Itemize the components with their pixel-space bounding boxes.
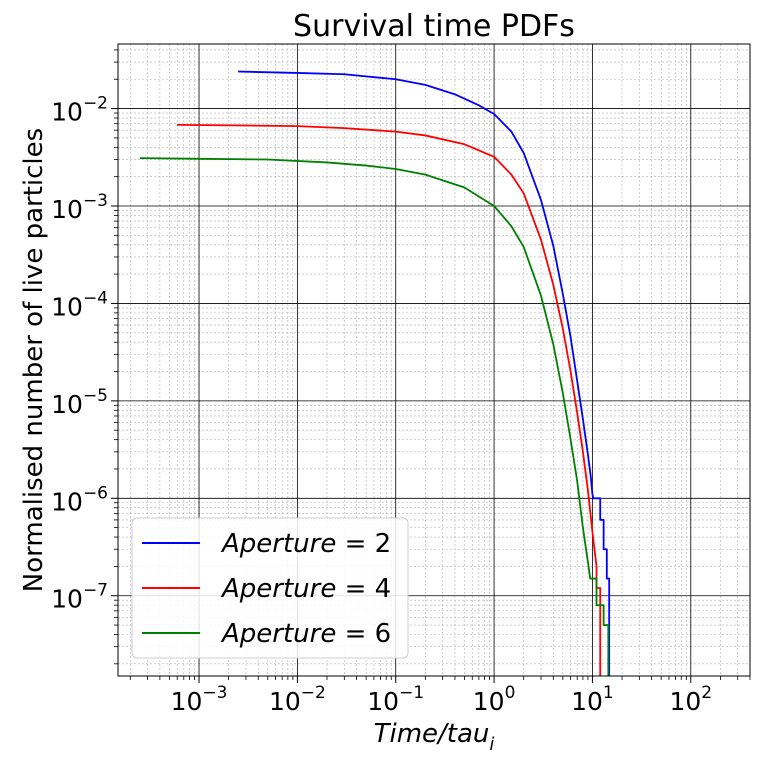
x-tick-base: 10	[171, 687, 203, 716]
y-tick-base: 10	[51, 98, 83, 127]
x-tick-label: 10−3	[171, 683, 228, 716]
x-tick-label: 100	[473, 683, 516, 716]
y-tick-exponent: −5	[83, 386, 108, 406]
y-tick-label: 10−3	[51, 191, 108, 224]
x-tick-exponent: 1	[603, 683, 614, 703]
y-axis-label: Normalised number of live particles	[19, 128, 49, 592]
x-axis-label: Time/taui	[374, 719, 495, 755]
legend-value: 4	[375, 574, 392, 604]
y-tick-base: 10	[51, 195, 83, 224]
legend-value: 6	[375, 619, 392, 649]
y-tick-exponent: −6	[83, 483, 108, 503]
legend-box	[131, 517, 409, 659]
chart-title: Survival time PDFs	[293, 9, 575, 44]
y-tick-label: 10−7	[51, 581, 108, 614]
series-line-3	[139, 157, 610, 676]
x-tick-label: 10−2	[269, 683, 326, 716]
x-axis-label-main: Time/tau	[374, 719, 490, 749]
y-tick-labels: 10−710−610−510−410−310−2	[51, 94, 108, 614]
x-tick-labels: 10−3 10−2 10−1 100 101 102	[171, 683, 713, 716]
x-tick-exponent: 0	[505, 683, 516, 703]
legend-op: =	[336, 574, 374, 604]
plot-frame	[117, 43, 751, 677]
x-tick-exponent: −3	[202, 683, 227, 703]
series-line-1	[238, 70, 611, 676]
x-tick-base: 10	[669, 687, 701, 716]
y-tick-exponent: −3	[83, 191, 108, 211]
x-tick-base: 10	[473, 687, 505, 716]
x-tick-label: 102	[669, 683, 712, 716]
legend-label-3: Aperture = 6	[220, 619, 391, 649]
series-layer	[139, 70, 611, 676]
y-tick-base: 10	[51, 390, 83, 419]
legend-label-1: Aperture = 2	[220, 529, 391, 559]
legend-var: Aperture	[220, 529, 336, 559]
legend-op: =	[336, 529, 374, 559]
y-tick-label: 10−5	[51, 386, 108, 419]
x-tick-exponent: 2	[701, 683, 712, 703]
y-tick-label: 10−4	[51, 288, 108, 321]
y-tick-base: 10	[51, 292, 83, 321]
legend-var: Aperture	[220, 574, 336, 604]
y-tick-exponent: −7	[83, 581, 108, 601]
legend-label-2: Aperture = 4	[220, 574, 391, 604]
x-tick-base: 10	[571, 687, 603, 716]
y-tick-label: 10−6	[51, 483, 108, 516]
y-tick-base: 10	[51, 487, 83, 516]
legend-var: Aperture	[220, 619, 336, 649]
x-tick-exponent: −2	[301, 683, 326, 703]
x-axis-label-subscript: i	[489, 734, 494, 755]
legend-value: 2	[375, 529, 392, 559]
legend-op: =	[336, 619, 374, 649]
y-tick-label: 10−2	[51, 94, 108, 127]
x-tick-exponent: −1	[399, 683, 424, 703]
y-tick-exponent: −2	[83, 94, 108, 114]
x-tick-label: 10−1	[367, 683, 424, 716]
y-tick-base: 10	[51, 585, 83, 614]
x-tick-label: 101	[571, 683, 614, 716]
x-tick-base: 10	[269, 687, 301, 716]
x-tick-base: 10	[367, 687, 399, 716]
axis-ticks	[111, 49, 751, 683]
series-line-2	[177, 123, 602, 676]
y-tick-exponent: −4	[83, 288, 108, 308]
